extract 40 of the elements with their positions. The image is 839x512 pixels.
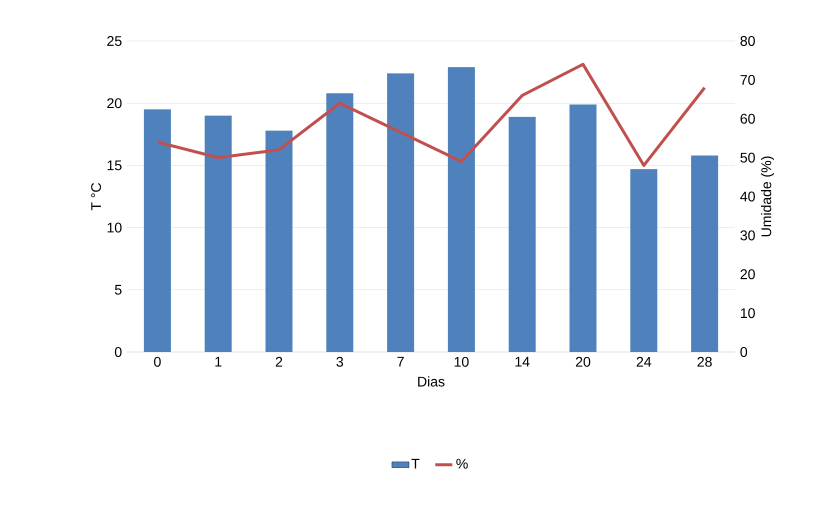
y2-tick-label: 70 <box>740 74 755 85</box>
x-tick-label: 28 <box>698 356 712 367</box>
bar <box>630 169 658 352</box>
x-tick-label: 10 <box>454 356 469 367</box>
bar <box>144 109 171 352</box>
y2-tick-label: 80 <box>740 36 755 46</box>
legend-label: % <box>456 458 468 469</box>
y2-tick-label: 60 <box>740 114 755 124</box>
y2-tick-label: 50 <box>740 152 755 163</box>
y2-tick-label: 10 <box>740 308 755 318</box>
bar <box>387 73 414 352</box>
x-tick-label: 20 <box>576 356 590 367</box>
y-tick-label: 20 <box>107 98 122 108</box>
bar <box>326 93 354 352</box>
x-tick-label: 14 <box>515 356 530 366</box>
y2-tick-label: 30 <box>740 230 755 240</box>
bar <box>691 155 718 352</box>
y2-tick-label: 40 <box>740 192 755 202</box>
x-tick-label: 1 <box>215 356 222 366</box>
bar <box>508 116 536 352</box>
y-tick-label: 25 <box>107 36 122 46</box>
bar <box>266 130 292 352</box>
y-tick-label: 0 <box>114 347 122 357</box>
x-tick-label: 0 <box>154 356 161 367</box>
y2-axis-title: Umidade (%) <box>760 156 774 236</box>
y-axis-title: T °C <box>91 182 102 210</box>
y2-tick-label: 20 <box>740 269 755 280</box>
x-tick-label: 3 <box>336 356 344 367</box>
x-axis-title: Dias <box>418 376 444 387</box>
bar <box>204 116 232 352</box>
bar <box>448 67 475 352</box>
x-tick-label: 2 <box>276 356 282 367</box>
y-tick-label: 15 <box>108 160 122 170</box>
x-tick-label: 7 <box>397 356 404 366</box>
y-tick-label: 10 <box>108 222 122 233</box>
bar <box>570 104 597 352</box>
y-tick-label: 5 <box>114 284 122 295</box>
x-tick-label: 24 <box>636 356 652 367</box>
legend-label: T <box>412 458 420 469</box>
y2-tick-label: 0 <box>740 347 748 357</box>
